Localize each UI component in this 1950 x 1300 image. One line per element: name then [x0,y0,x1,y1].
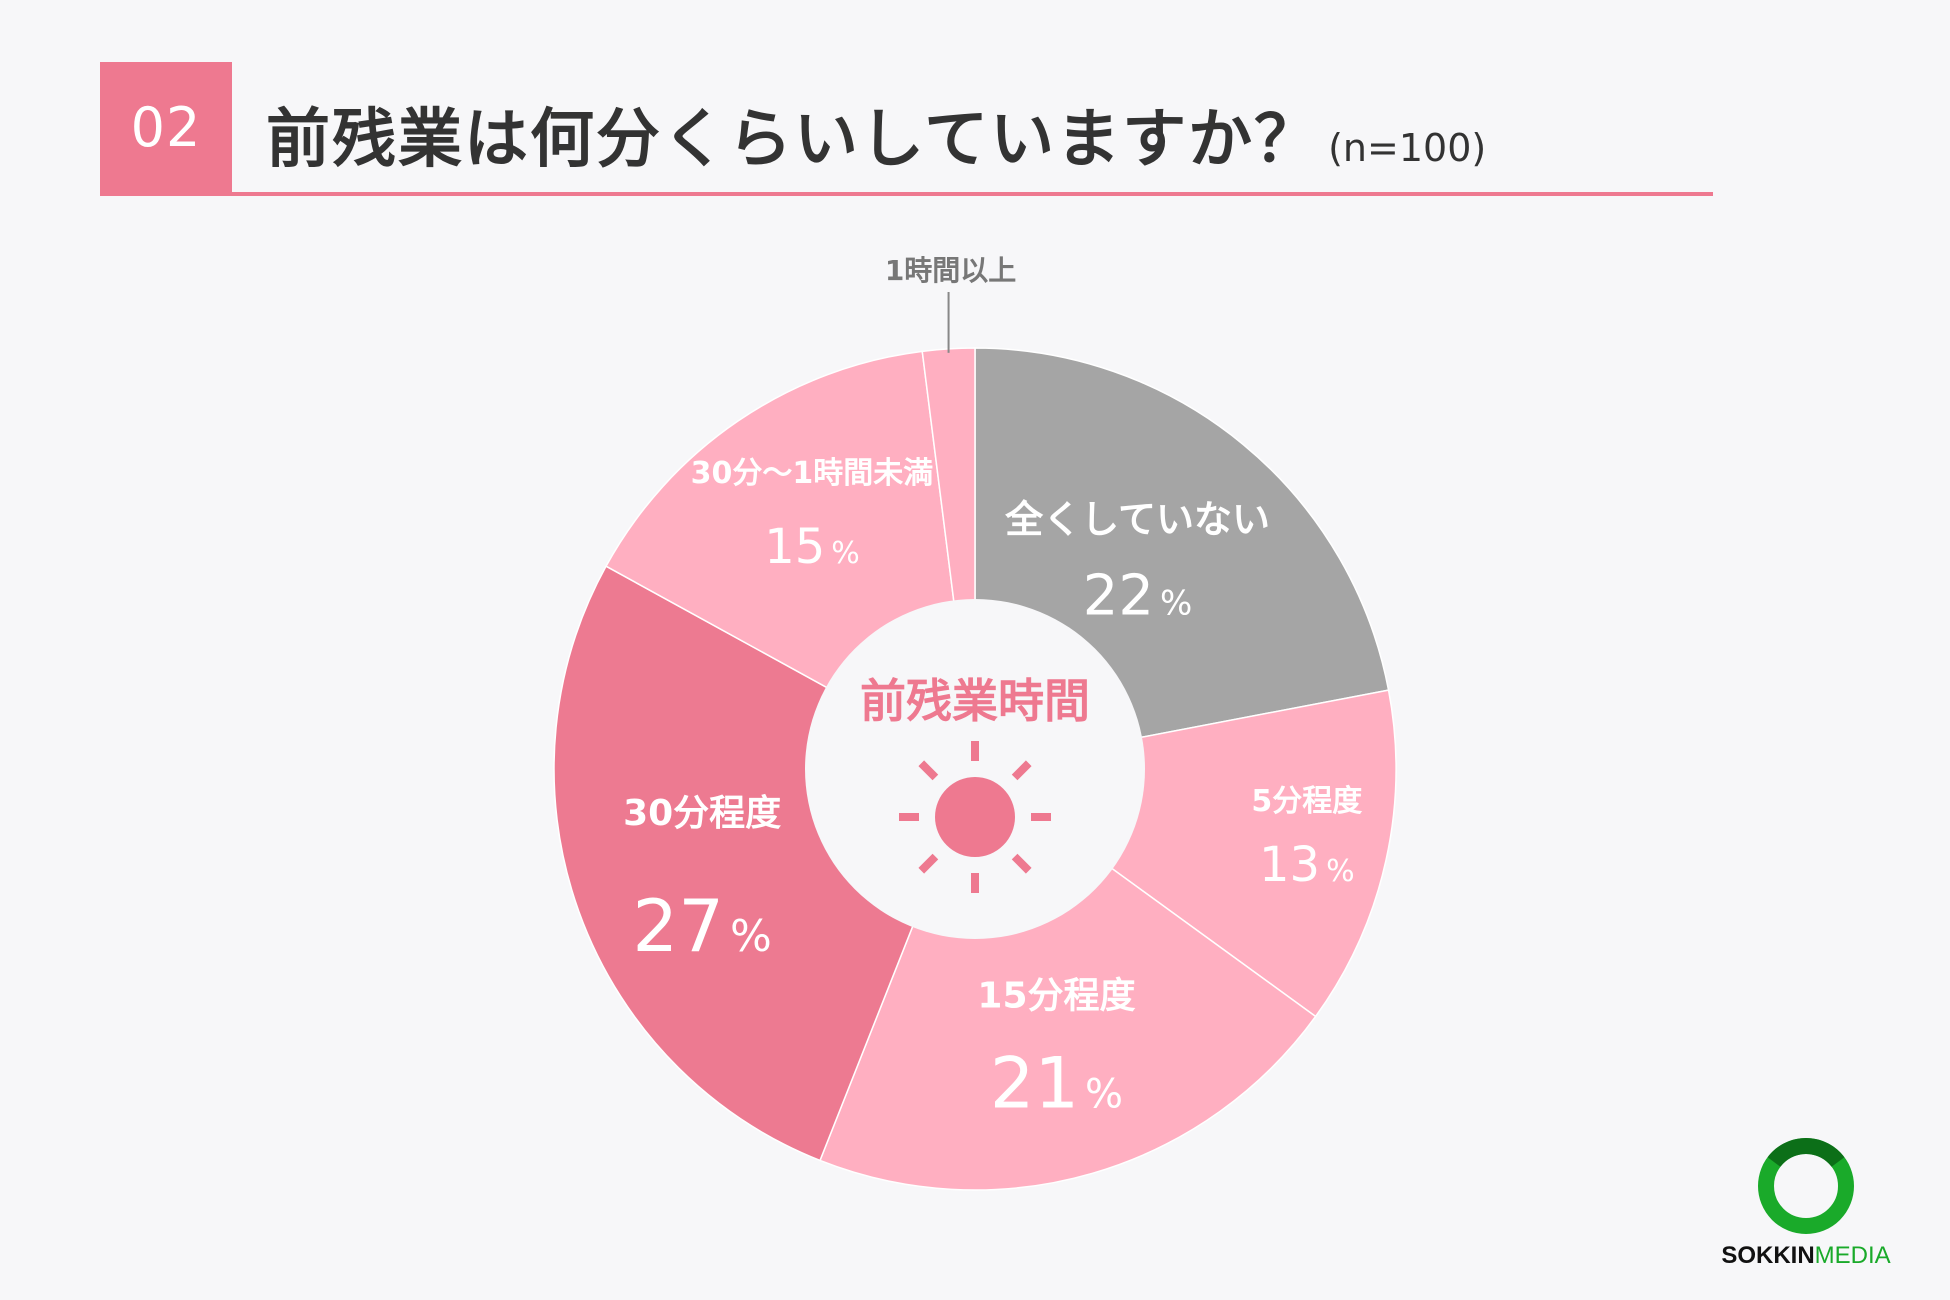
slice-value-2: 13% [1259,837,1355,893]
slice-value-3: 21% [990,1042,1123,1124]
header: 02 前残業は何分くらいしていますか？ (n=100) [100,62,1713,196]
slice-label-4: 30分程度 [623,793,781,834]
header-rule [100,192,1713,196]
slice-label-1: 全くしていない [1004,498,1270,542]
slice-value-5: 15% [764,519,860,575]
slice-label-6: 1時間以上 [885,254,1016,287]
sun-ray [918,760,939,781]
center-label: 前残業時間 [860,674,1090,728]
slice-value-4: 27% [632,884,771,968]
sample-size: (n=100) [1328,126,1487,170]
sun-ray [1011,760,1032,781]
page-title: 前残業は何分くらいしていますか？ (n=100) [266,88,1486,180]
slice-label-5: 30分〜1時間未満 [691,456,934,491]
sun-ray [1011,853,1032,874]
title-text: 前残業は何分くらいしていますか？ [266,103,1321,177]
sun-core [935,777,1015,857]
brand-bold: SOKKIN [1721,1242,1815,1269]
sun-icon [899,741,1051,893]
slice-label-3: 15分程度 [977,975,1135,1016]
ring-logo-icon [1758,1138,1854,1234]
brand-logo: SOKKINMEDIA [1706,1242,1906,1270]
question-number: 02 [100,62,232,192]
sun-ray [918,853,939,874]
donut-hole [805,599,1145,939]
brand-light: MEDIA [1814,1242,1891,1269]
slice-value-1: 22% [1083,564,1193,629]
slice-label-2: 5分程度 [1251,784,1362,819]
